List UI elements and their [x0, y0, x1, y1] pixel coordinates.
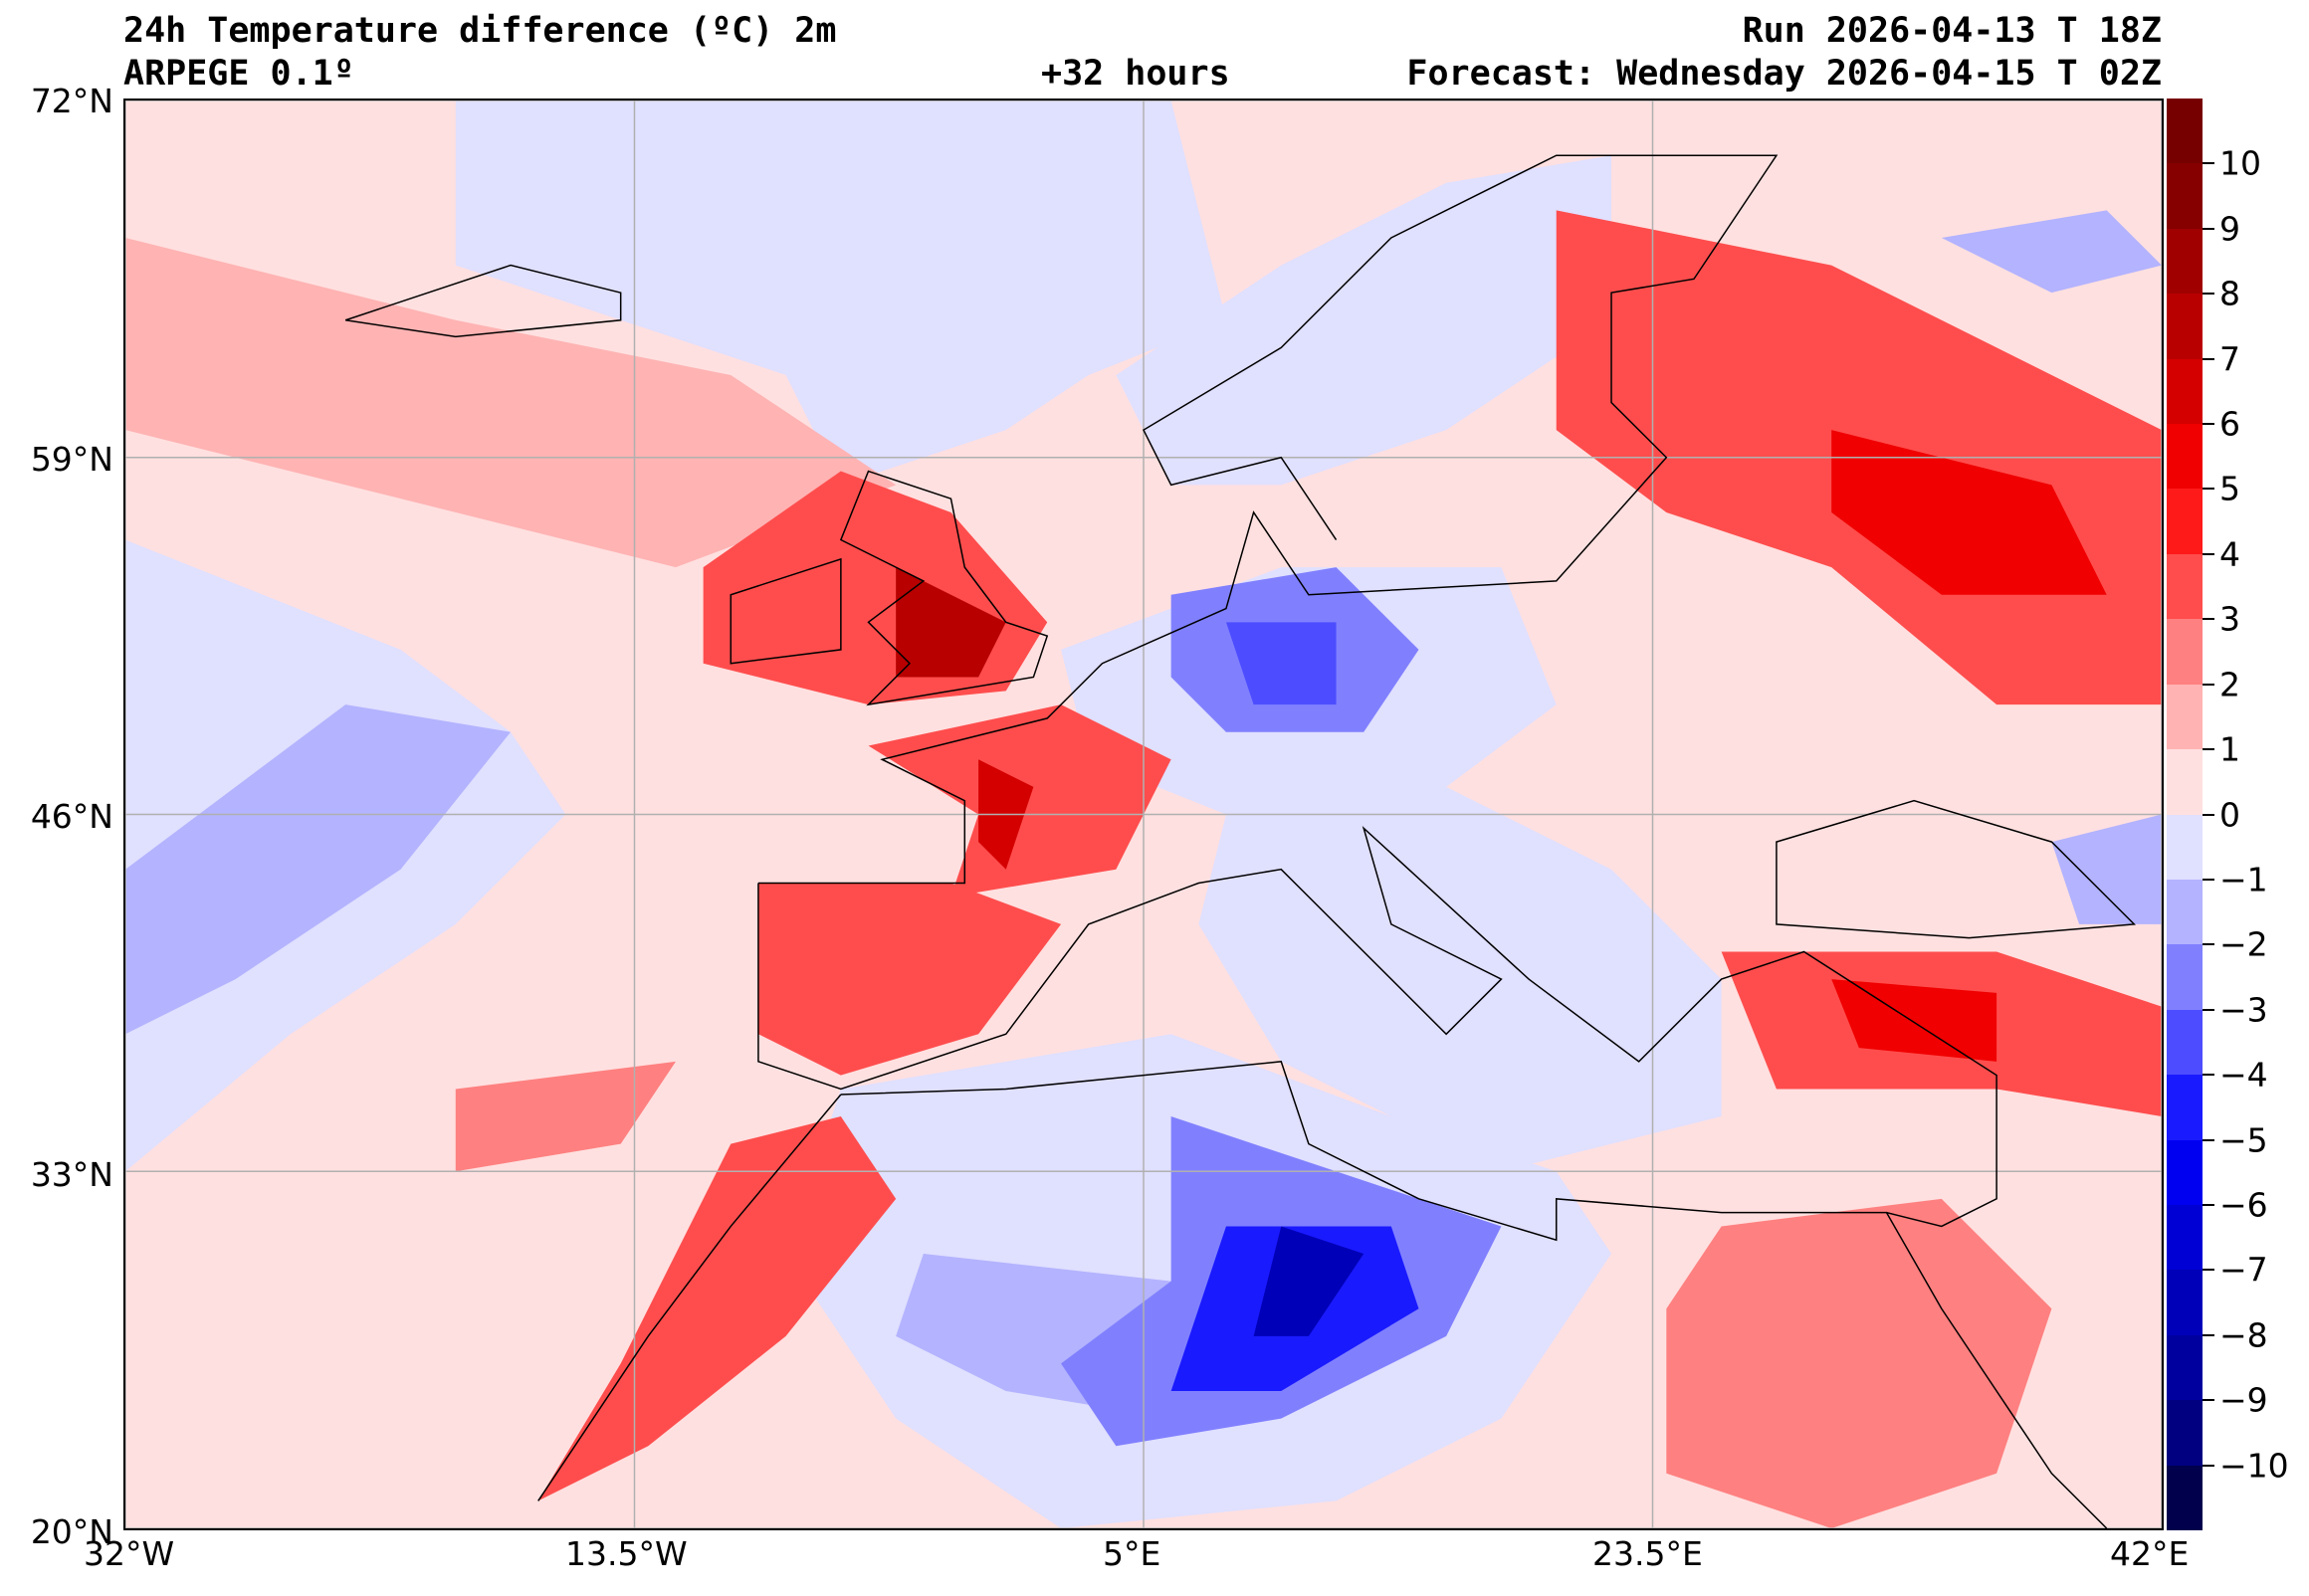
colorbar-tick-label: 6 — [2219, 404, 2240, 444]
colorbar-segment — [2167, 879, 2203, 945]
colorbar — [2167, 99, 2203, 1531]
model-label: ARPEGE 0.1º — [123, 54, 354, 94]
colorbar-tick-label: 4 — [2219, 534, 2240, 574]
colorbar-tick — [2203, 552, 2214, 555]
colorbar-segment — [2167, 1400, 2203, 1467]
colorbar-tick-label: 8 — [2219, 274, 2240, 313]
field-cool-scandinavia — [1116, 155, 1612, 486]
colorbar-tick — [2203, 1464, 2214, 1467]
colorbar-tick-label: 5 — [2219, 469, 2240, 508]
colorbar-segment — [2167, 1334, 2203, 1401]
field-cool-caucasus — [2051, 814, 2162, 924]
colorbar-segment — [2167, 228, 2203, 295]
colorbar-tick-label: 7 — [2219, 339, 2240, 379]
colorbar-tick-label: −3 — [2219, 990, 2268, 1030]
lon-label: 13.5°W — [565, 1534, 688, 1573]
colorbar-tick-label: −6 — [2219, 1185, 2268, 1225]
colorbar-tick-label: −10 — [2219, 1446, 2289, 1486]
coastline-britain — [841, 472, 1047, 705]
chart-title: 24h Temperature difference (ºC) 2m — [123, 11, 837, 51]
colorbar-tick — [2203, 227, 2214, 230]
colorbar-segment — [2167, 1009, 2203, 1076]
colorbar-tick — [2203, 1399, 2214, 1402]
colorbar-tick — [2203, 1203, 2214, 1206]
coastline-iceland — [345, 266, 620, 337]
colorbar-tick-label: −1 — [2219, 860, 2268, 899]
colorbar-tick-label: 3 — [2219, 599, 2240, 639]
colorbar-tick-label: 9 — [2219, 209, 2240, 249]
forecast-label: Forecast: Wednesday 2026-04-15 T 02Z — [1406, 54, 2162, 94]
field-warm-iberia — [757, 883, 1062, 1076]
colorbar-tick-label: 0 — [2219, 795, 2240, 834]
colorbar-tick — [2203, 423, 2214, 426]
field-warm-morocco — [537, 1116, 897, 1501]
lon-label: 42°E — [2110, 1534, 2190, 1573]
coastline-black-sea — [1777, 801, 2134, 938]
colorbar-tick-label: −4 — [2219, 1055, 2268, 1095]
colorbar-segment — [2167, 1139, 2203, 1206]
colorbar-segment — [2167, 1465, 2203, 1531]
colorbar-tick — [2203, 878, 2214, 881]
colorbar-segment — [2167, 424, 2203, 490]
colorbar-segment — [2167, 1075, 2203, 1141]
lat-label: 33°N — [30, 1155, 113, 1194]
colorbar-tick — [2203, 488, 2214, 491]
colorbar-tick-label: 10 — [2219, 143, 2261, 183]
colorbar-tick-label: −2 — [2219, 924, 2268, 964]
map-plot — [123, 99, 2164, 1530]
colorbar-tick — [2203, 618, 2214, 621]
colorbar-segment — [2167, 358, 2203, 425]
colorbar-tick — [2203, 1269, 2214, 1272]
colorbar-tick-label: −9 — [2219, 1380, 2268, 1420]
lead-time-label: +32 hours — [1041, 54, 1230, 94]
lon-label: 5°E — [1103, 1534, 1161, 1573]
colorbar-tick — [2203, 748, 2214, 751]
colorbar-tick — [2203, 162, 2214, 165]
field-warm-egypt — [1666, 1198, 2052, 1528]
colorbar-tick — [2203, 813, 2214, 816]
field-cool-russia-n — [1941, 210, 2162, 294]
lon-label: 32°W — [84, 1534, 175, 1573]
field-cool-atlantic — [455, 100, 1226, 486]
colorbar-tick — [2203, 357, 2214, 360]
colorbar-tick — [2203, 293, 2214, 296]
colorbar-segment — [2167, 619, 2203, 686]
colorbar-tick-label: −5 — [2219, 1120, 2268, 1160]
colorbar-tick-label: 1 — [2219, 729, 2240, 769]
colorbar-segment — [2167, 294, 2203, 360]
lat-label: 20°N — [30, 1512, 113, 1551]
lat-label: 72°N — [30, 82, 113, 120]
lon-label: 23.5°E — [1592, 1534, 1703, 1573]
colorbar-segment — [2167, 99, 2203, 164]
colorbar-tick-label: −7 — [2219, 1250, 2268, 1290]
colorbar-segment — [2167, 553, 2203, 620]
lat-label: 59°N — [30, 440, 113, 479]
colorbar-segment — [2167, 1204, 2203, 1271]
colorbar-segment — [2167, 684, 2203, 750]
field-warm-north-atlantic — [125, 237, 897, 568]
colorbar-segment — [2167, 814, 2203, 881]
colorbar-segment — [2167, 1270, 2203, 1336]
colorbar-segment — [2167, 489, 2203, 555]
colorbar-segment — [2167, 749, 2203, 815]
colorbar-segment — [2167, 163, 2203, 230]
colorbar-tick — [2203, 1333, 2214, 1336]
coastline-europe — [758, 155, 1777, 883]
colorbar-tick — [2203, 1008, 2214, 1011]
colorbar-tick — [2203, 1138, 2214, 1141]
colorbar-tick-label: −8 — [2219, 1315, 2268, 1355]
colorbar-tick — [2203, 1074, 2214, 1077]
colorbar-tick — [2203, 943, 2214, 946]
coastline-ireland — [731, 559, 841, 664]
colorbar-tick — [2203, 683, 2214, 686]
colorbar-tick-label: 2 — [2219, 665, 2240, 704]
coastline-africa — [841, 1062, 2107, 1528]
colorbar-segment — [2167, 944, 2203, 1011]
run-label: Run 2026-04-13 T 18Z — [1742, 11, 2162, 51]
coastline-med-north — [758, 828, 1996, 1226]
lat-label: 46°N — [30, 797, 113, 836]
